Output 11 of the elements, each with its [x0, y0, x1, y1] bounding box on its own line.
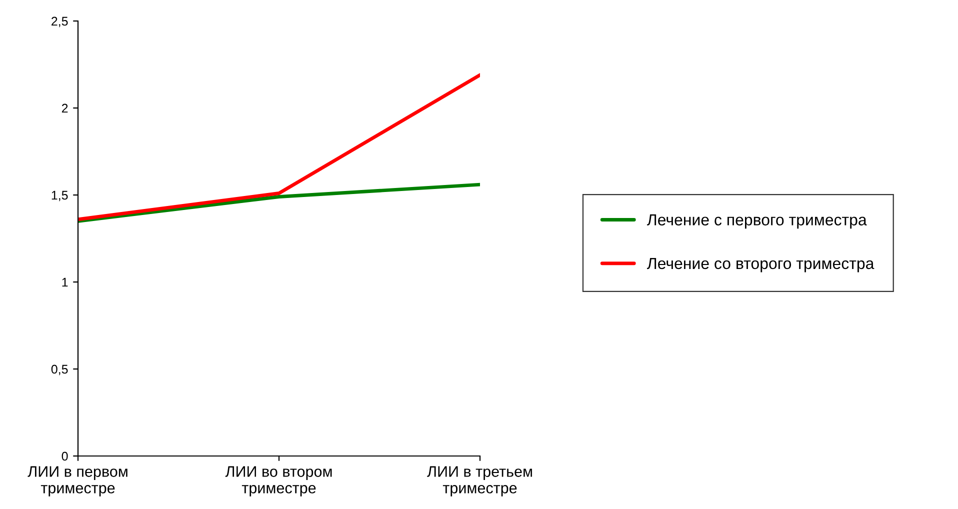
legend-label: Лечение со второго триместра	[647, 258, 874, 272]
y-tick-label: 0,5	[51, 364, 68, 376]
y-tick-label: 1	[62, 278, 68, 287]
x-tick-label: ЛИИ в первом триместре	[28, 466, 128, 496]
y-tick-label: 2,5	[52, 16, 68, 28]
legend-label: Лечение с первого триместра	[647, 214, 867, 229]
y-tick-label: 1,5	[52, 190, 68, 202]
y-tick-label: 2	[62, 104, 68, 113]
y-tick-label: 0	[62, 452, 68, 461]
x-tick-label: ЛИИ во втором триместре	[225, 466, 332, 496]
x-tick-label: ЛИИ в третьем триместре	[427, 466, 532, 496]
